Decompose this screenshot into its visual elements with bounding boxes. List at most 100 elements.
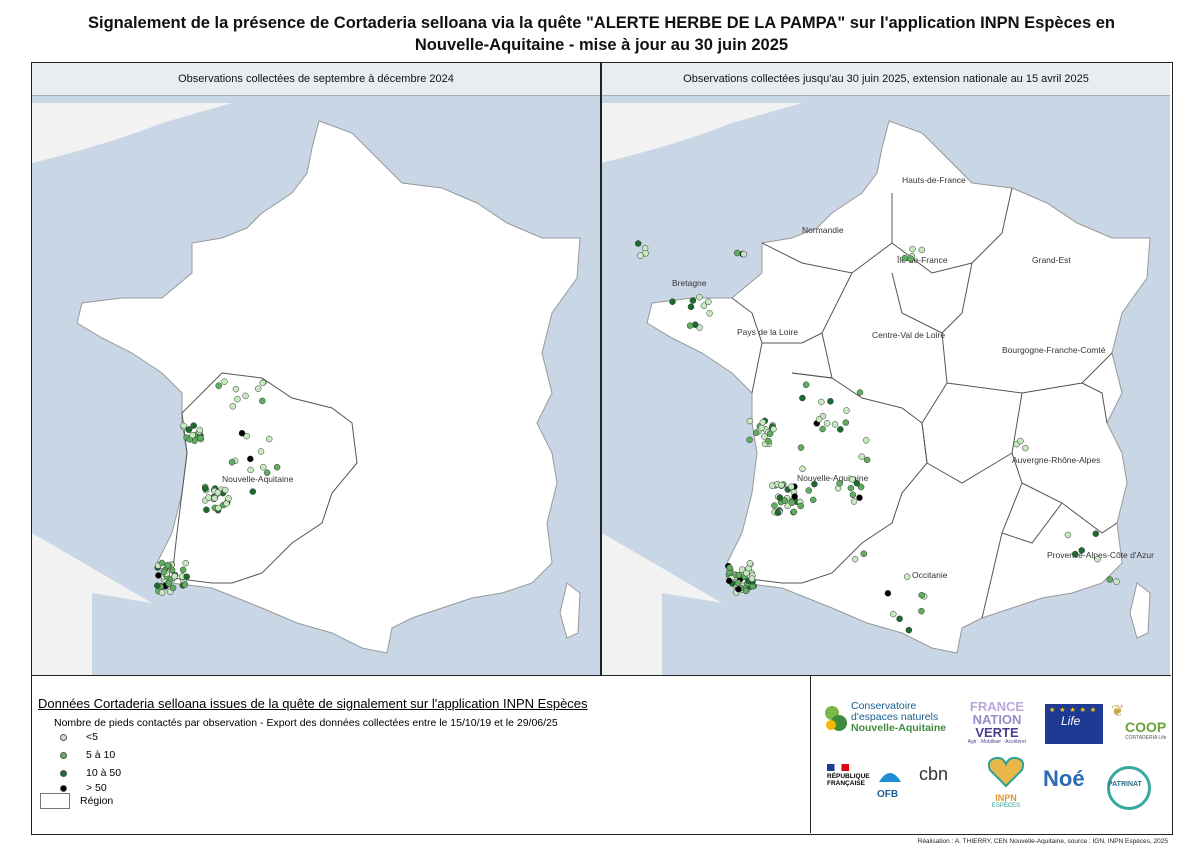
- left-uk-coast: [32, 103, 232, 163]
- observation-point: [165, 580, 173, 587]
- observation-point: [818, 398, 825, 406]
- observation-point: [770, 425, 777, 433]
- observation-point: [247, 466, 254, 474]
- observation-point: [1078, 547, 1085, 554]
- observation-point: [215, 504, 222, 512]
- observation-point: [858, 453, 865, 460]
- observation-point: [689, 297, 697, 304]
- panel-divider: [600, 63, 602, 675]
- observation-point: [790, 508, 798, 516]
- legend-dot-3: [60, 770, 67, 777]
- left-map-svg: Nouvelle-Aquitaine: [32, 63, 600, 675]
- observation-point: [229, 403, 237, 410]
- observation-point: [905, 626, 913, 634]
- observation-point: [849, 476, 856, 483]
- cen-leaf-icon: [825, 706, 847, 731]
- observation-point: [761, 433, 768, 440]
- observation-point: [884, 590, 892, 597]
- observation-point: [788, 483, 795, 490]
- observation-point: [205, 494, 212, 501]
- right-map-panel: Hauts-de-France Normandie Île-de-France Gra…: [602, 63, 1170, 675]
- left-corsica: [559, 582, 581, 639]
- eu-life-logo: Life ★ ★ ★ ★ ★: [1045, 704, 1103, 744]
- region-label-3: Grand-Est: [1032, 255, 1071, 265]
- observation-point: [733, 249, 741, 257]
- observation-point: [225, 495, 232, 502]
- observation-point: [202, 485, 209, 492]
- right-region-borders: [731, 187, 1118, 619]
- observation-point: [242, 392, 249, 400]
- cen-logo: Conservatoire d'espaces naturels Nouvell…: [823, 701, 953, 743]
- observation-point: [735, 571, 743, 579]
- cen-line-1: Conservatoire: [851, 700, 917, 712]
- fnv-line-2: NATION: [972, 712, 1022, 727]
- observation-point: [637, 252, 644, 259]
- map-frame: [31, 62, 1173, 835]
- observation-point: [758, 424, 765, 432]
- observation-point: [1022, 444, 1029, 452]
- observation-point: [1094, 555, 1101, 563]
- observation-point: [860, 550, 868, 557]
- right-observation-points: [634, 240, 1120, 634]
- observation-point: [232, 385, 240, 393]
- observation-point: [203, 506, 210, 514]
- observation-point: [706, 310, 713, 317]
- observation-point: [781, 497, 789, 504]
- left-panel-heading: Observations collectées de septembre à d…: [32, 63, 600, 96]
- observation-point: [182, 559, 189, 567]
- left-region-label: Nouvelle-Aquitaine: [222, 474, 294, 484]
- observation-point: [909, 245, 916, 253]
- observation-point: [1071, 550, 1079, 558]
- observation-point: [1092, 530, 1100, 537]
- inpn-subtext: ESPÈCES: [991, 803, 1021, 809]
- observation-point: [815, 416, 823, 423]
- observation-point: [778, 481, 785, 489]
- observation-point: [752, 429, 760, 437]
- observation-point: [896, 615, 903, 623]
- title-line-1: Signalement de la présence de Cortaderia…: [88, 14, 1115, 32]
- republique-francaise-logo: RÉPUBLIQUE FRANÇAISE: [827, 764, 875, 809]
- observation-point: [696, 293, 703, 301]
- observation-point: [725, 577, 733, 585]
- region-label-0: Hauts-de-France: [902, 175, 966, 185]
- observation-point: [171, 572, 178, 580]
- legend-dot-1: [60, 734, 67, 741]
- observation-point: [254, 385, 262, 392]
- observation-point: [862, 437, 870, 444]
- observation-point: [273, 463, 281, 471]
- observation-point: [766, 430, 774, 437]
- left-region-nouvelle-aquitaine: [171, 372, 358, 584]
- observation-point: [863, 456, 871, 464]
- observation-point: [179, 566, 187, 574]
- right-map-svg: Hauts-de-France Normandie Île-de-France Gra…: [602, 63, 1170, 675]
- noe-logo: Noé: [1043, 766, 1093, 806]
- observation-point: [805, 487, 813, 494]
- coop-text: COOP: [1125, 719, 1167, 735]
- observation-point: [257, 448, 265, 455]
- observation-point: [759, 419, 767, 426]
- observation-point: [700, 302, 708, 309]
- france-nation-verte-logo: FRANCE NATION VERTE Agir · Mobiliser · A…: [963, 700, 1031, 750]
- observation-point: [771, 502, 778, 509]
- observation-point: [799, 394, 806, 402]
- observation-point: [197, 434, 204, 442]
- left-map-panel: Nouvelle-Aquitaine Observations collecté…: [32, 63, 600, 675]
- observation-point: [748, 575, 756, 582]
- right-region-labels: Hauts-de-France Normandie Île-de-France Gra…: [672, 175, 1154, 580]
- ofb-text: OFB: [877, 789, 899, 800]
- ofb-emblem-icon: [879, 773, 901, 782]
- observation-point: [903, 573, 911, 580]
- left-observation-points: [154, 378, 281, 596]
- observation-point: [221, 378, 228, 385]
- observation-point: [190, 422, 197, 429]
- observation-point: [797, 502, 804, 510]
- region-label-1: Normandie: [802, 225, 844, 235]
- map-title: Signalement de la présence de Cortaderia…: [20, 12, 1183, 56]
- observation-point: [180, 422, 187, 430]
- observation-point: [768, 482, 776, 489]
- region-label-6: Centre-Val de Loire: [872, 330, 945, 340]
- observation-point: [856, 389, 864, 396]
- observation-point: [215, 382, 222, 389]
- observation-point: [743, 569, 750, 577]
- observation-point: [249, 488, 257, 495]
